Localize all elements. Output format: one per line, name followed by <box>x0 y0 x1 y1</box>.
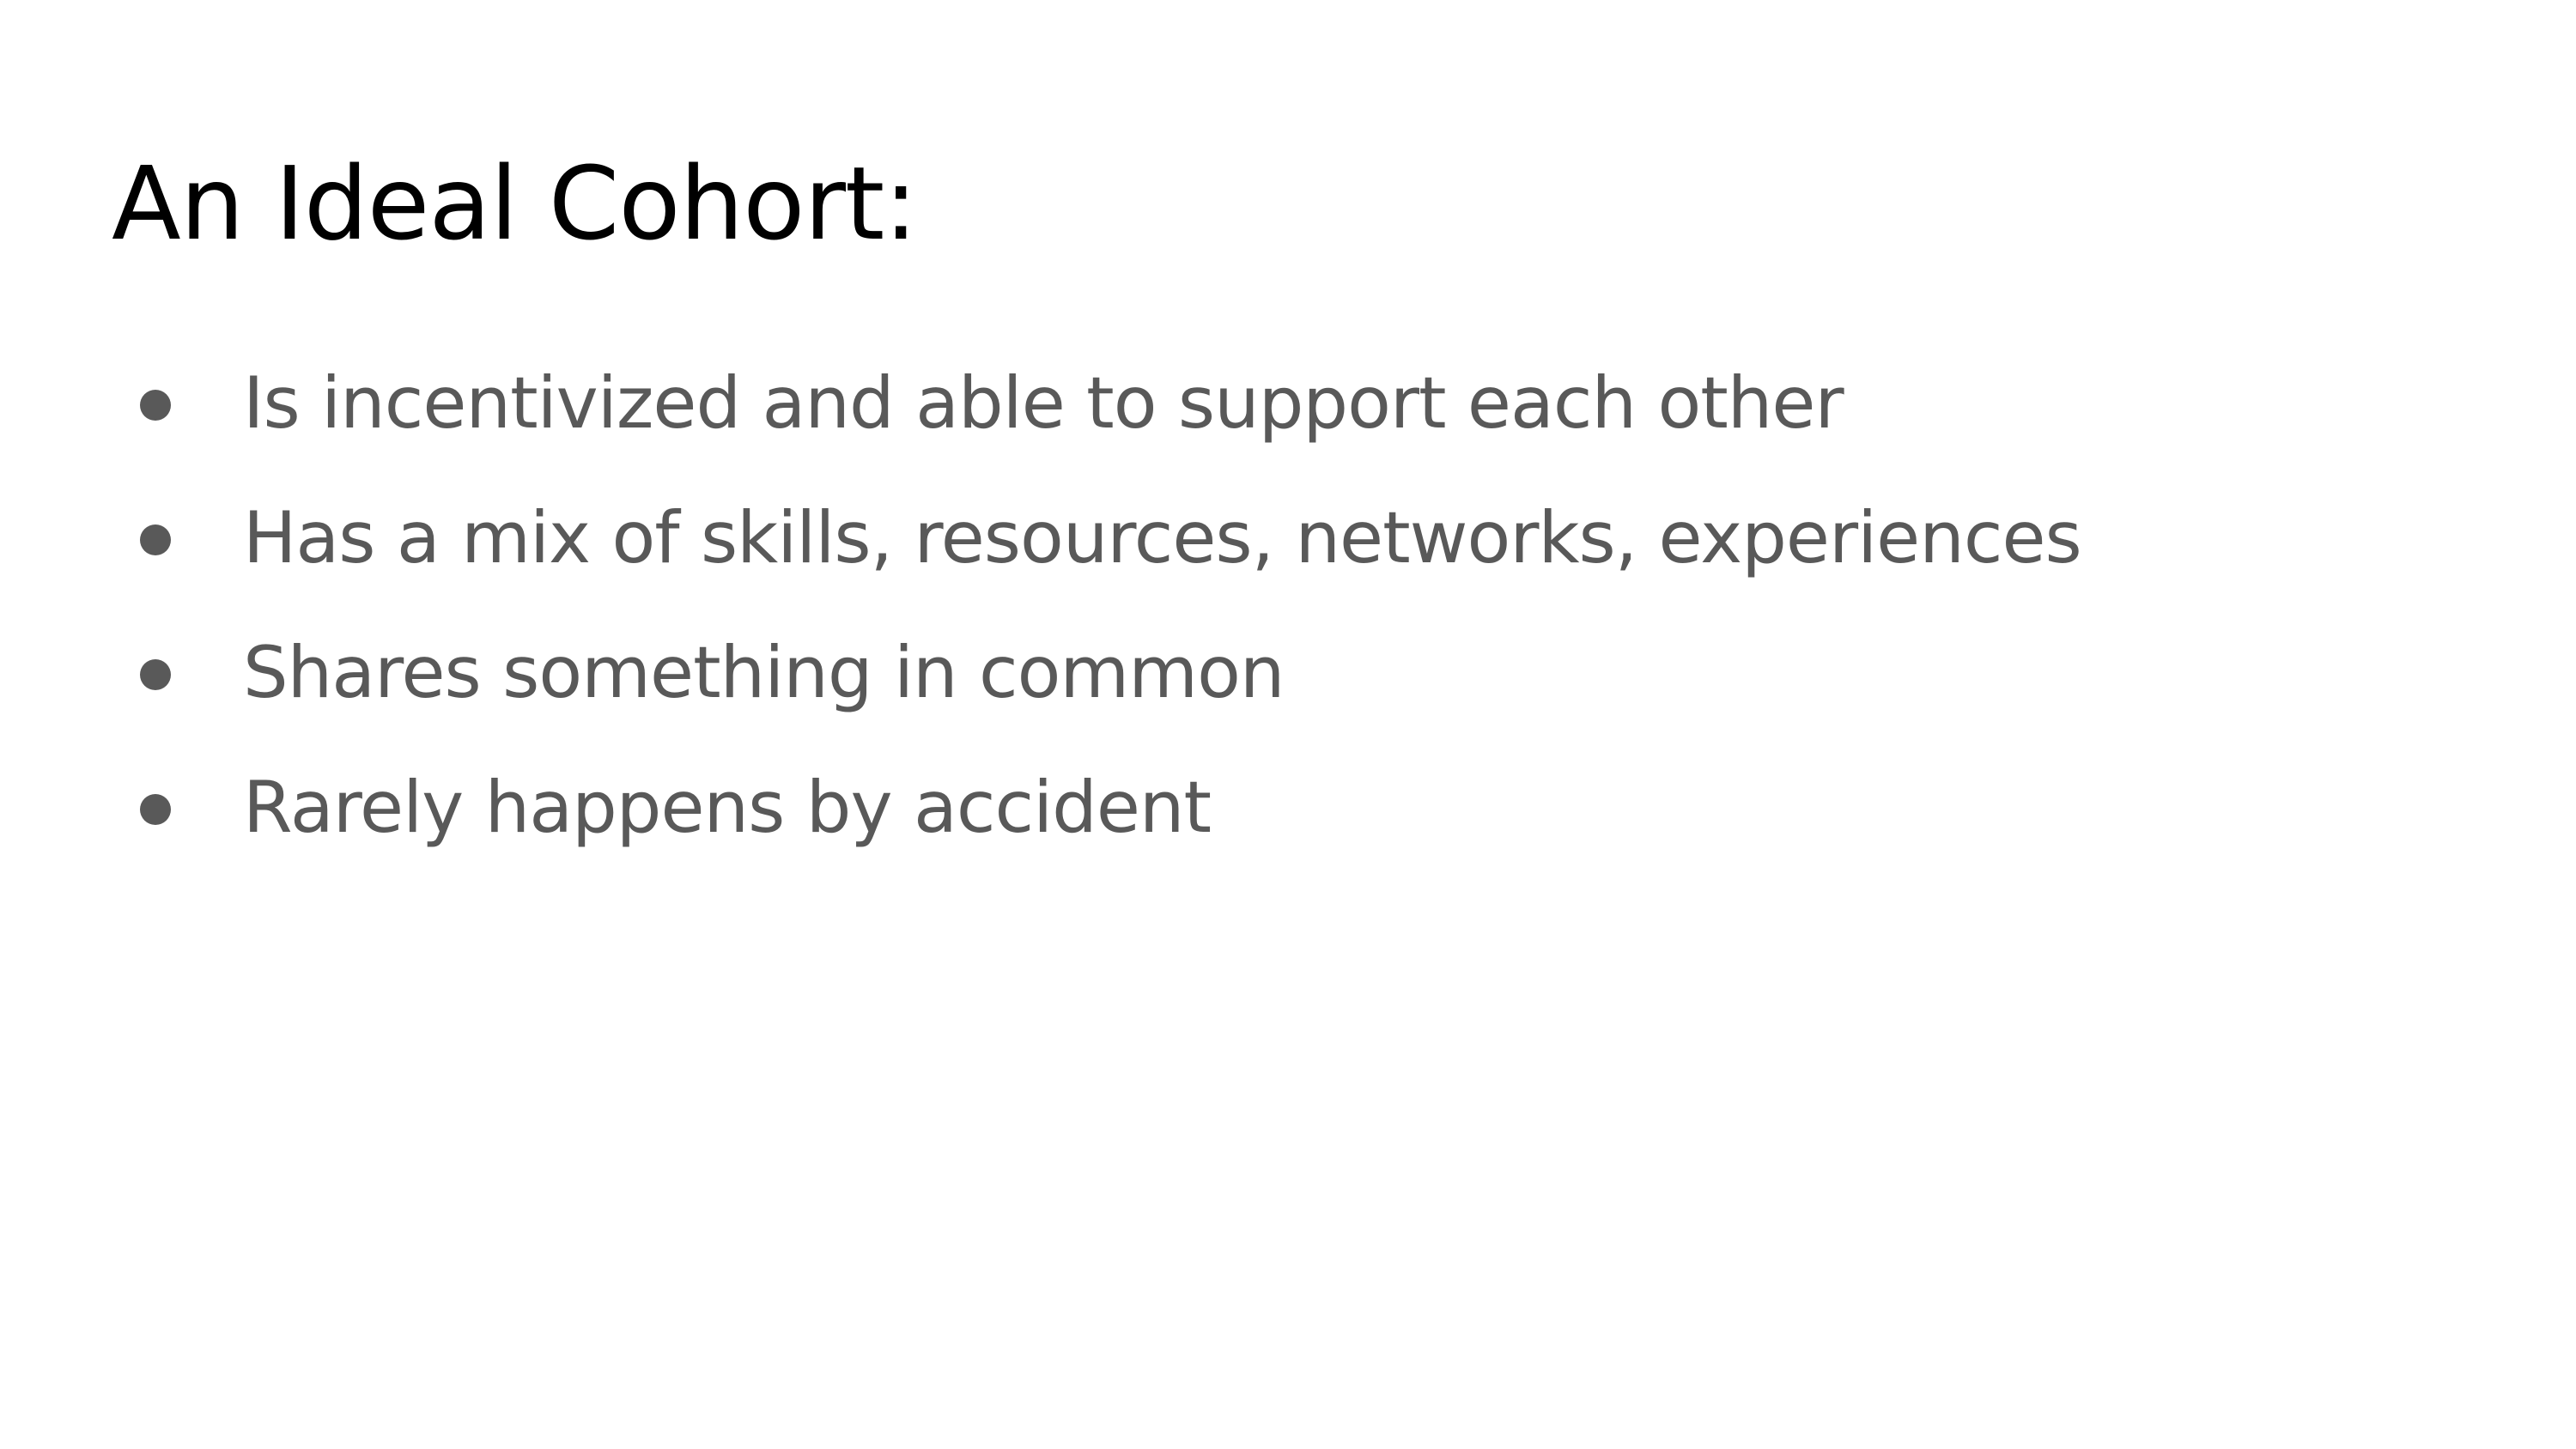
bullet-text: Is incentivized and able to support each… <box>243 361 1844 445</box>
bullet-dot-icon <box>140 390 171 421</box>
bullet-text: Rarely happens by accident <box>243 766 1212 849</box>
bullet-text: Has a mix of skills, resources, networks… <box>243 496 2082 579</box>
bullet-dot-icon <box>140 524 171 555</box>
slide-title: An Ideal Cohort: <box>112 144 918 263</box>
bullet-dot-icon <box>140 659 171 690</box>
bullet-text: Shares something in common <box>243 631 1285 714</box>
bullet-dot-icon <box>140 794 171 825</box>
